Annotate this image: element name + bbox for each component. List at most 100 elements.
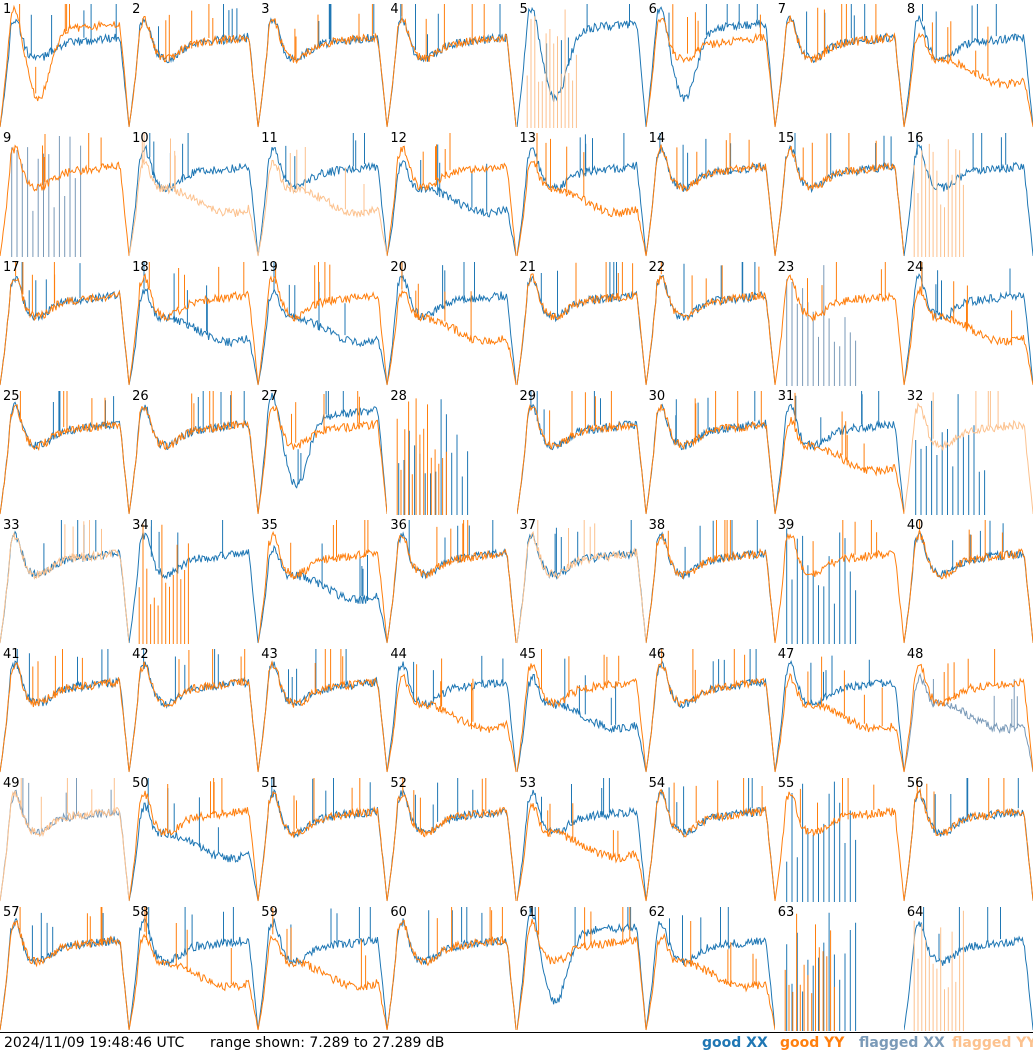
series-xx-good xyxy=(774,133,904,257)
series-yy-good xyxy=(129,262,259,386)
series-xx-good xyxy=(645,778,775,902)
tile-40: 40 xyxy=(903,516,1033,646)
tile-number: 27 xyxy=(261,389,278,404)
series-xx-good xyxy=(258,133,388,257)
tile-plot xyxy=(258,4,388,128)
tile-23: 23 xyxy=(774,258,905,388)
series-yy-good xyxy=(645,649,775,773)
tile-number: 61 xyxy=(519,905,537,920)
series-xx-good xyxy=(387,144,517,257)
tile-number: 39 xyxy=(777,518,795,533)
tile-number: 15 xyxy=(777,131,795,146)
series-yy-good xyxy=(903,649,1033,773)
series-xx-good xyxy=(903,907,1033,1031)
series-xx-flagged xyxy=(11,136,82,257)
tile-number: 47 xyxy=(777,647,795,662)
tile-number: 43 xyxy=(261,647,278,662)
series-yy-good xyxy=(903,520,1033,644)
tile-plot xyxy=(129,133,259,257)
series-yy-good xyxy=(774,392,904,515)
tile-47: 47 xyxy=(774,645,905,775)
series-yy-good xyxy=(774,262,904,386)
tile-number: 34 xyxy=(132,518,149,533)
tile-number: 16 xyxy=(906,131,924,146)
tile-number: 62 xyxy=(648,905,666,920)
tile-plot xyxy=(387,655,517,773)
tile-number: 4 xyxy=(390,2,399,17)
series-yy-good xyxy=(516,133,646,257)
series-yy-good xyxy=(0,907,130,1031)
tile-39: 39 xyxy=(774,516,905,646)
tile-plot xyxy=(129,262,259,386)
series-xx-good xyxy=(258,262,388,386)
series-xx-good xyxy=(774,655,904,773)
tile-plot xyxy=(258,133,388,257)
series-xx-good xyxy=(516,133,646,257)
series-xx-good xyxy=(129,520,259,644)
series-yy-good xyxy=(0,262,130,386)
series-yy-good xyxy=(387,4,517,128)
tile-5: 5 xyxy=(516,0,647,130)
tile-22: 22 xyxy=(645,258,776,388)
series-yy-good xyxy=(774,778,904,902)
tile-17: 17 xyxy=(0,258,131,388)
tile-19: 19 xyxy=(258,258,389,388)
series-yy-good xyxy=(129,649,259,773)
tile-number: 46 xyxy=(648,647,666,662)
series-xx-good xyxy=(387,520,517,644)
series-xx-good xyxy=(0,912,130,1031)
tile-number: 59 xyxy=(261,905,278,920)
tile-plot xyxy=(516,778,646,902)
tile-26: 26 xyxy=(129,387,260,517)
tile-plot xyxy=(516,262,646,386)
tile-6: 6 xyxy=(645,0,776,130)
tile-number: 56 xyxy=(906,776,924,791)
series-xx-good xyxy=(387,655,517,773)
tile-number: 52 xyxy=(390,776,407,791)
tile-plot xyxy=(645,520,775,644)
tile-27: 27 xyxy=(258,387,389,517)
tile-plot xyxy=(0,778,130,902)
tile-33: 33 xyxy=(0,516,131,646)
tile-number: 28 xyxy=(390,389,407,404)
series-yy-good xyxy=(129,391,259,515)
tile-number: 33 xyxy=(3,518,20,533)
tile-45: 45 xyxy=(516,645,647,775)
tile-plot xyxy=(774,778,904,902)
tile-plot xyxy=(645,391,775,515)
series-xx-good xyxy=(903,520,1033,644)
series-yy-good xyxy=(516,649,646,773)
series-xx-good xyxy=(129,133,259,257)
tile-53: 53 xyxy=(516,774,647,904)
tile-plot xyxy=(129,649,259,773)
series-yy-good xyxy=(516,907,646,1031)
tile-plot xyxy=(903,520,1033,644)
series-xx-good xyxy=(387,262,517,386)
tile-plot xyxy=(387,4,517,128)
series-yy-flagged xyxy=(0,520,130,644)
series-yy-flagged xyxy=(129,133,259,257)
tile-number: 44 xyxy=(390,647,407,662)
tile-31: 31 xyxy=(774,387,905,517)
series-yy-good xyxy=(0,4,130,128)
tile-64: 64 xyxy=(903,903,1033,1033)
tile-20: 20 xyxy=(387,258,518,388)
tile-37: 37 xyxy=(516,516,647,646)
tile-plot xyxy=(258,520,388,644)
series-yy-good xyxy=(129,907,259,1031)
tile-plot xyxy=(258,778,388,902)
series-yy-good xyxy=(138,524,190,644)
tile-62: 62 xyxy=(645,903,776,1033)
tile-plot xyxy=(774,262,904,386)
tile-number: 42 xyxy=(132,647,149,662)
series-yy-good xyxy=(129,778,259,902)
tile-plot xyxy=(903,391,1033,515)
tile-number: 54 xyxy=(648,776,666,791)
tile-plot xyxy=(0,907,130,1031)
tile-41: 41 xyxy=(0,645,131,775)
tile-29: 29 xyxy=(516,387,647,517)
series-xx-good xyxy=(516,778,646,902)
series-xx-good xyxy=(129,4,259,128)
tile-plot xyxy=(0,649,130,773)
